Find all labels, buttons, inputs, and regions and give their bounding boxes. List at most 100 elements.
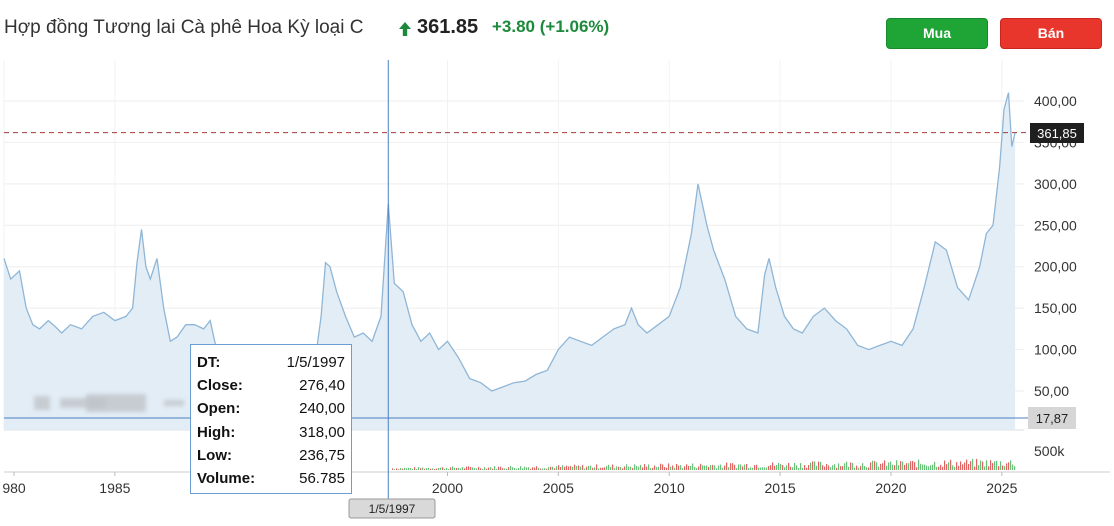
current-price-label: 361,85 <box>1037 126 1077 141</box>
blur-block <box>164 400 184 406</box>
sell-button[interactable]: Bán <box>1000 18 1102 49</box>
x-tick-label: 2020 <box>875 480 906 496</box>
volume-bar <box>940 464 942 470</box>
volume-bar <box>598 468 600 470</box>
volume-bar <box>664 467 666 470</box>
buy-button[interactable]: Mua <box>886 18 988 49</box>
volume-bar <box>678 465 680 470</box>
volume-bar <box>866 467 868 470</box>
volume-bar <box>482 469 484 470</box>
volume-bar <box>420 468 422 470</box>
price-chart[interactable]: 400,00350,00300,00250,00200,00150,00100,… <box>0 60 1114 526</box>
volume-bar <box>622 468 624 470</box>
volume-bar <box>952 465 954 470</box>
volume-bar <box>606 465 608 470</box>
blur-block <box>86 394 146 412</box>
volume-bar <box>990 460 992 470</box>
volume-bar <box>638 466 640 470</box>
volume-bar <box>864 465 866 470</box>
volume-bar <box>992 463 994 470</box>
volume-bar <box>922 464 924 470</box>
volume-bar <box>396 468 398 470</box>
volume-bar <box>662 464 664 470</box>
volume-bar <box>648 464 650 470</box>
volume-bar <box>448 469 450 470</box>
volume-bar <box>986 460 988 470</box>
volume-bar <box>406 468 408 470</box>
volume-bar <box>744 464 746 470</box>
volume-bar <box>998 466 1000 470</box>
volume-bar <box>660 463 662 470</box>
volume-bar <box>572 466 574 470</box>
volume-bar <box>416 469 418 470</box>
volume-bar <box>840 466 842 470</box>
y-tick-label: 400,00 <box>1034 93 1077 109</box>
y-tick-label: 250,00 <box>1034 217 1077 233</box>
volume-bar <box>566 465 568 470</box>
volume-bar <box>794 463 796 470</box>
volume-bar <box>846 461 848 470</box>
instrument-title: Hợp đồng Tương lai Cà phê Hoa Kỳ loại C <box>4 17 364 38</box>
volume-bar <box>582 465 584 470</box>
volume-bar <box>966 459 968 470</box>
y-tick-label: 300,00 <box>1034 176 1077 192</box>
x-axis: 980 1985 2000 2005 2010 2015 2020 2025 <box>2 472 1018 496</box>
volume-bar <box>832 465 834 470</box>
volume-bar <box>804 465 806 470</box>
volume-bar <box>924 464 926 470</box>
volume-bar <box>542 468 544 470</box>
volume-bar <box>782 465 784 470</box>
volume-bar <box>1014 466 1016 470</box>
volume-bar <box>886 465 888 470</box>
volume-bar <box>528 467 530 470</box>
volume-bar <box>718 465 720 470</box>
volume-bar <box>1002 465 1004 470</box>
volume-bar <box>928 466 930 470</box>
volume-bar <box>960 461 962 470</box>
volume-bar <box>594 467 596 470</box>
volume-bar <box>432 468 434 470</box>
volume-bar <box>466 466 468 470</box>
volume-bar <box>968 464 970 470</box>
volume-bar <box>944 460 946 470</box>
volume-bar <box>576 466 578 470</box>
volume-bar <box>522 468 524 470</box>
volume-bar <box>906 463 908 470</box>
x-tick-label: 1985 <box>99 480 130 496</box>
volume-bar <box>858 467 860 470</box>
volume-bar <box>568 466 570 470</box>
volume-bar <box>400 468 402 470</box>
volume-bar <box>596 464 598 470</box>
volume-bar <box>392 468 394 470</box>
volume-bar <box>452 466 454 470</box>
volume-bar <box>552 466 554 470</box>
volume-bar <box>714 465 716 470</box>
volume-bar <box>934 461 936 470</box>
volume-bar <box>404 467 406 470</box>
volume-bar <box>562 465 564 470</box>
volume-bar <box>950 459 952 470</box>
volume-bar <box>976 458 978 470</box>
volume-bar <box>994 461 996 470</box>
volume-bar <box>402 468 404 470</box>
volume-bar <box>716 468 718 470</box>
volume-bar <box>686 464 688 470</box>
volume-bar <box>490 467 492 470</box>
volume-bars <box>392 458 1016 470</box>
volume-bar <box>640 464 642 470</box>
current-price-tag-bg <box>1030 123 1084 143</box>
volume-bar <box>914 462 916 470</box>
volume-bar <box>962 464 964 470</box>
volume-bar <box>926 465 928 470</box>
volume-bar <box>476 468 478 470</box>
volume-bar <box>446 467 448 470</box>
volume-bar <box>798 468 800 470</box>
volume-bar <box>908 463 910 470</box>
volume-bar <box>970 461 972 470</box>
volume-bar <box>458 467 460 470</box>
blurred-watermark <box>30 392 190 414</box>
volume-bar <box>802 467 804 470</box>
volume-bar <box>504 468 506 470</box>
tooltip-row-low: Low: 236,75 <box>197 446 345 464</box>
volume-bar <box>538 467 540 470</box>
